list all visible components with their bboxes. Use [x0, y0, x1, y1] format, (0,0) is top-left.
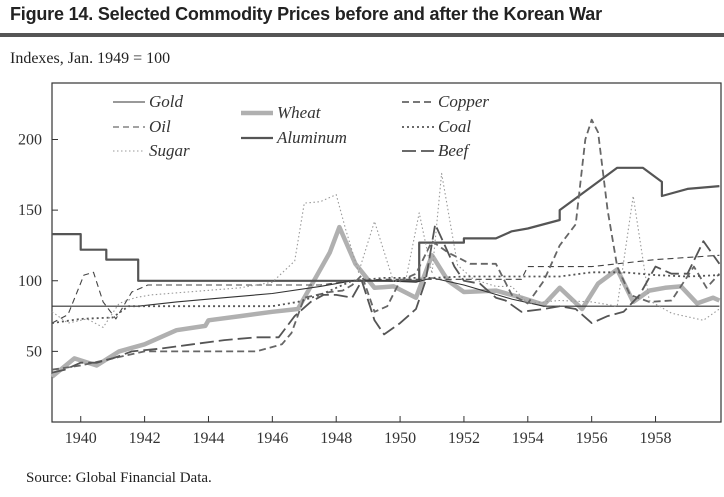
legend-label-coal: Coal: [438, 117, 471, 136]
x-tick-label: 1948: [320, 430, 352, 447]
x-tick-label: 1946: [256, 430, 288, 447]
series-layer: [50, 118, 721, 379]
series-line-beef: [51, 223, 721, 374]
x-tick-label: 1954: [512, 430, 544, 447]
legend-label-beef: Beef: [438, 141, 470, 160]
x-tick-label: 1940: [65, 430, 97, 447]
legend-label-wheat: Wheat: [277, 103, 322, 122]
x-tick-label: 1958: [640, 430, 672, 447]
source-note: Source: Global Financial Data.: [26, 470, 212, 486]
x-tick-label: 1956: [576, 430, 608, 447]
axis-ticks: 50 100 150 200 1940 1942 1944 1946 1948 1950 1952 1…: [18, 132, 672, 448]
legend-label-gold: Gold: [149, 92, 184, 111]
series-line-oil: [51, 254, 720, 324]
x-tick-label: 1942: [129, 430, 161, 447]
series-line-wheat: [50, 224, 721, 379]
legend-label-sugar: Sugar: [149, 141, 190, 160]
y-tick-label: 150: [18, 202, 42, 219]
x-tick-label: 1944: [192, 430, 224, 447]
series-line-coal: [51, 271, 720, 324]
legend: Gold Oil Sugar Wheat Aluminum Copper Coal Beef: [113, 92, 489, 160]
x-tick-label: 1950: [384, 430, 416, 447]
chart-subtitle: Indexes, Jan. 1949 = 100: [10, 50, 171, 67]
title-rule: [0, 33, 724, 37]
series-line-copper: [51, 118, 721, 371]
legend-label-copper: Copper: [438, 92, 489, 111]
x-tick-label: 1952: [448, 430, 480, 447]
figure-title: Figure 14. Selected Commodity Prices bef…: [10, 4, 602, 24]
series-line-sugar: [51, 172, 720, 328]
y-tick-label: 200: [18, 132, 42, 149]
legend-label-aluminum: Aluminum: [276, 128, 347, 147]
y-tick-label: 100: [18, 273, 42, 290]
plot-frame: [51, 82, 722, 423]
y-tick-label: 50: [26, 343, 42, 360]
legend-label-oil: Oil: [149, 117, 171, 136]
series-line-aluminum: [52, 166, 720, 282]
